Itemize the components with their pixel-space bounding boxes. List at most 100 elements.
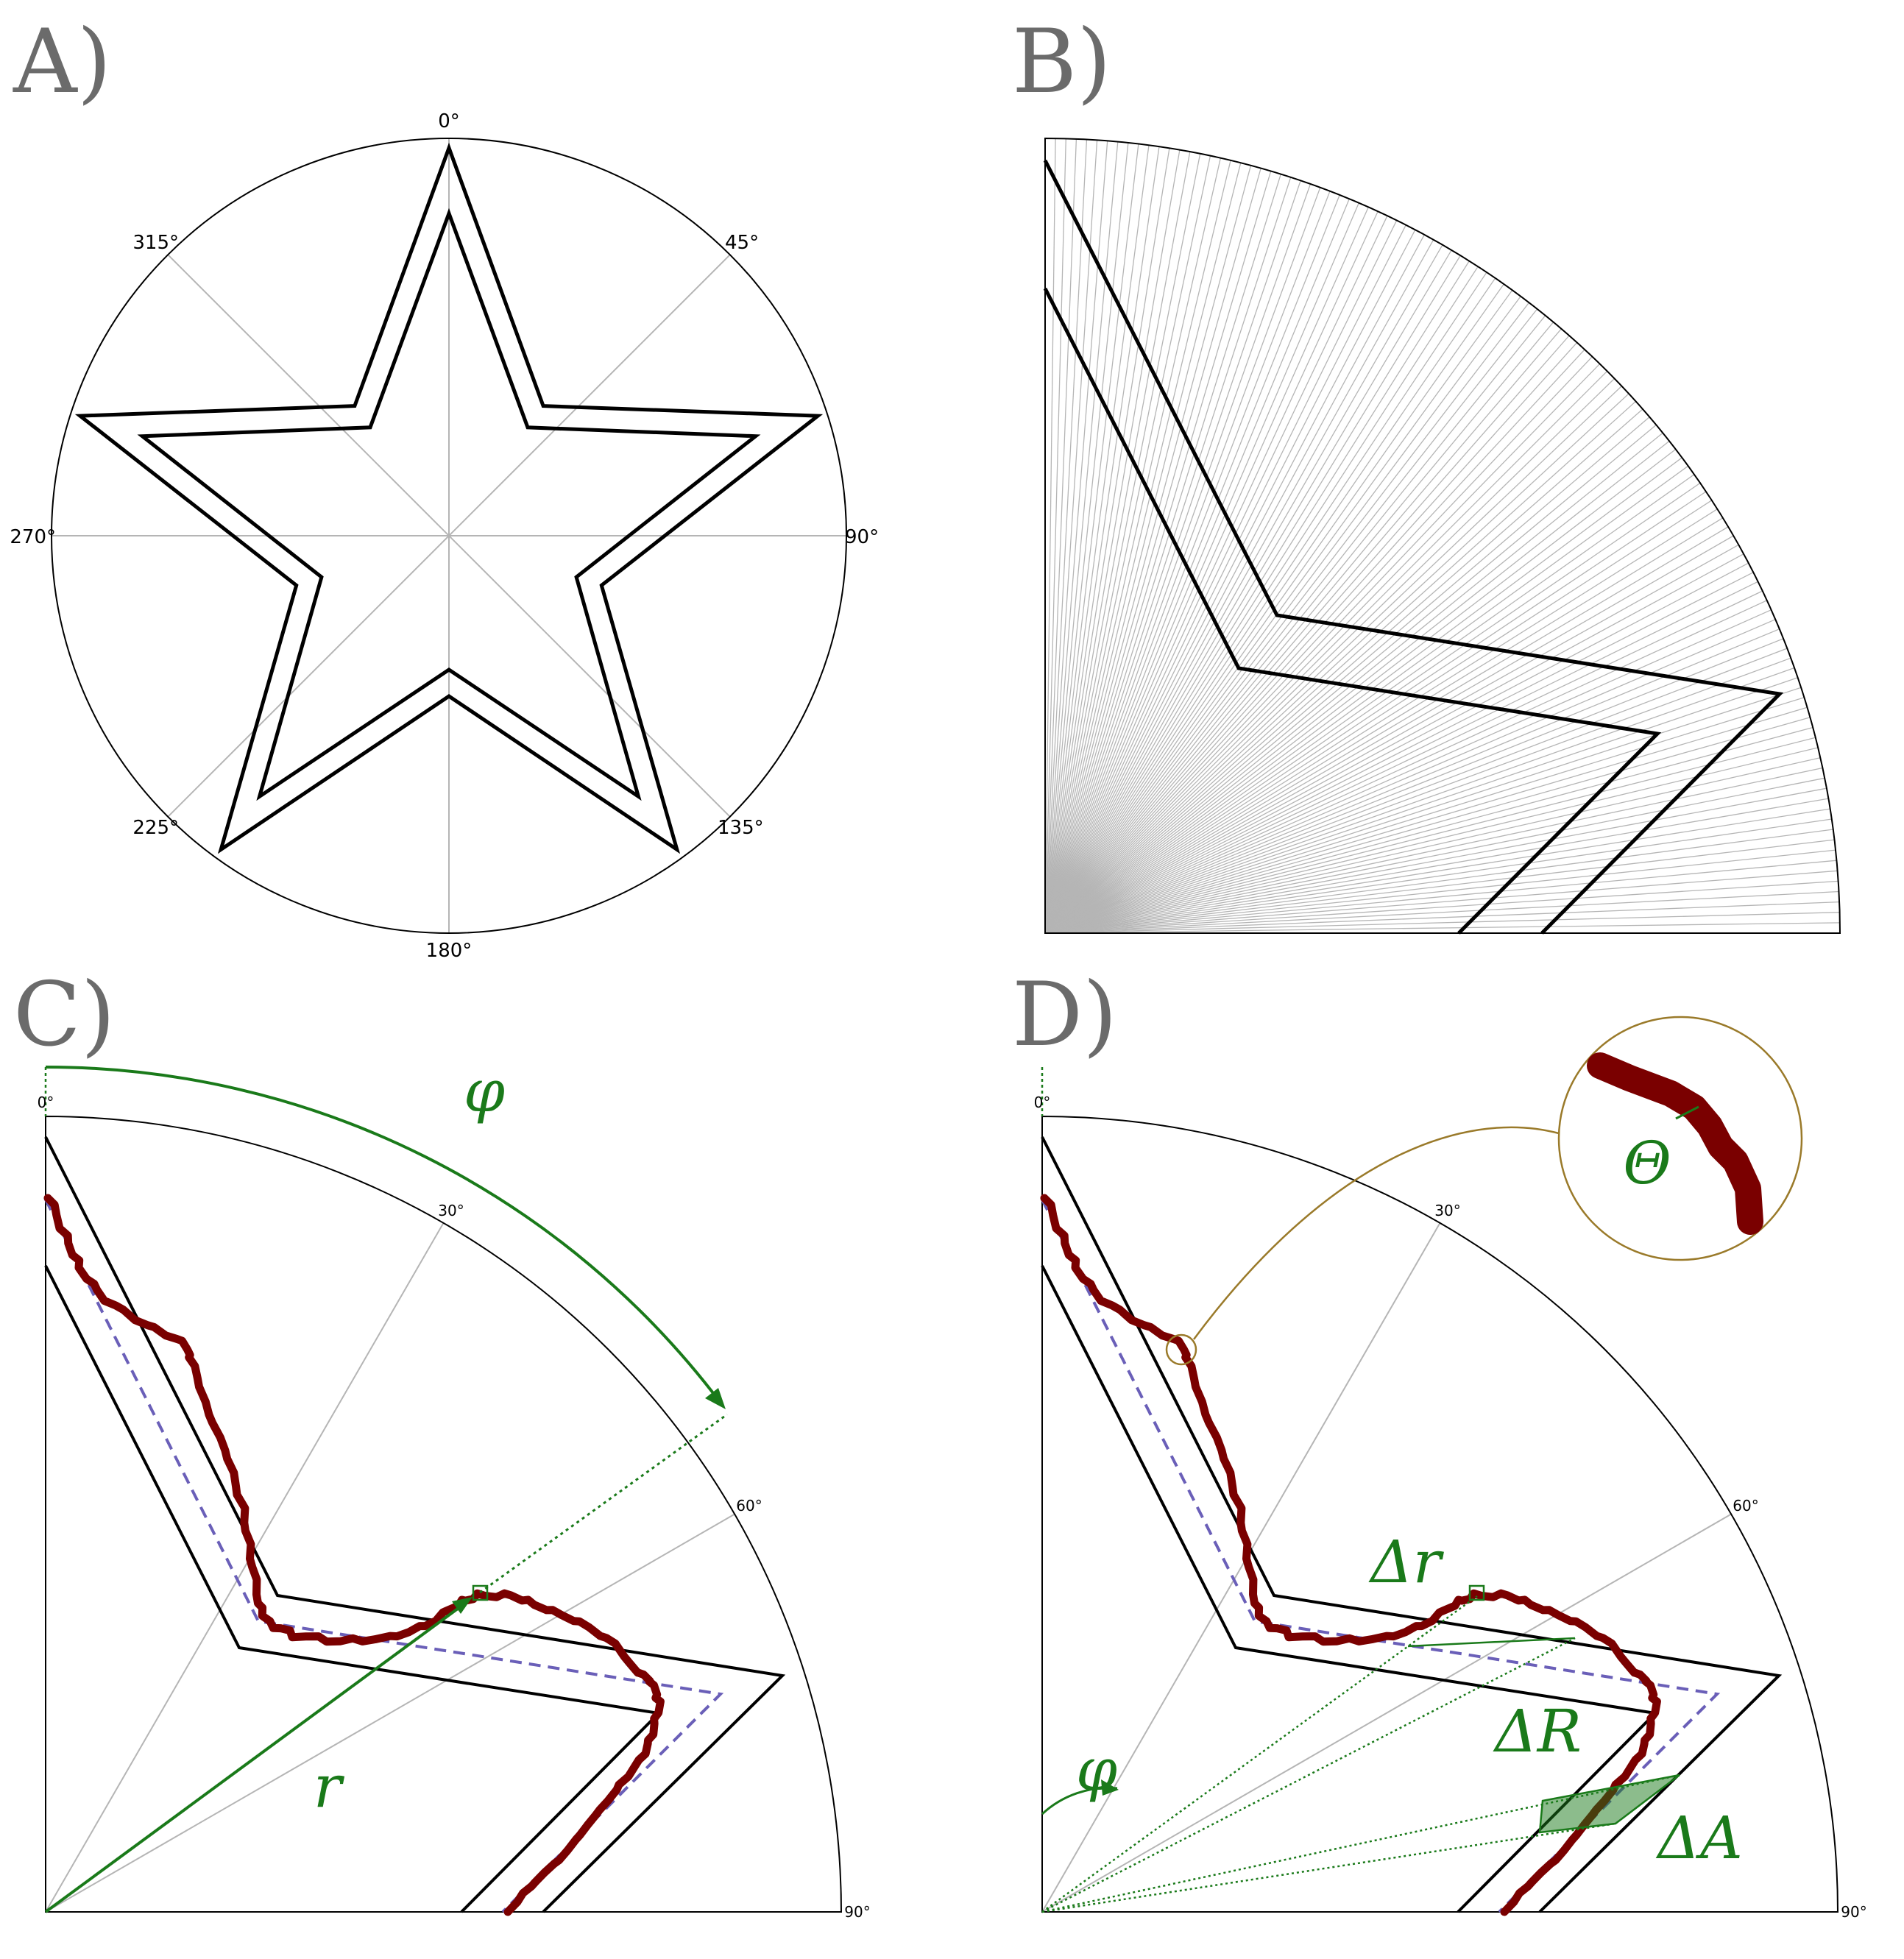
panel-b-radial-line (1044, 581, 1758, 934)
panel-b-radial-line (1044, 174, 1281, 934)
panel-b-radial-line (1044, 767, 1823, 934)
panel-a-tick-270: 270° (10, 526, 56, 548)
panel-b-radial-line (1044, 145, 1150, 934)
panel-b-radial-line (1044, 870, 1838, 934)
panel-d-delta-big-r-label: ΔR (1493, 1697, 1582, 1765)
panel-b-radial-line (1044, 308, 1538, 934)
panel-d: D) Θ Δr ΔR ΔA φ 0° 30° 60° 90° (1012, 964, 1867, 1921)
panel-b-radial-line (1044, 787, 1827, 934)
panel-b-radial-line (1044, 378, 1615, 934)
panel-b-radial-line (1044, 526, 1729, 934)
panel-a: A) 0° 45° 90° 135° 180° 225° 270° 315° (10, 11, 879, 962)
panel-b-radial-line (1044, 322, 1554, 934)
panel-b-radial-line (1044, 157, 1222, 934)
panel-b-radial-line (1044, 890, 1839, 934)
panel-c-phi-label: φ (464, 1057, 505, 1125)
panel-a-gridlines (52, 138, 846, 933)
panel-b-radial-line (1044, 210, 1379, 934)
panel-b-radial-line (1044, 726, 1813, 934)
panel-b-radial-line (1044, 808, 1830, 934)
panel-c-phi-arc (45, 1065, 724, 1407)
panel-a-boundary-circle (51, 138, 847, 934)
panel-b-radial-line (1044, 717, 1811, 934)
panel-b-radial-lines (1044, 138, 1840, 934)
panel-d-tick-30: 30° (1434, 1202, 1460, 1219)
panel-b-radial-line (1044, 474, 1695, 934)
panel-b-radial-line (1044, 153, 1201, 934)
panel-b-radial-line (1044, 500, 1713, 934)
panel-b-radial-line (1044, 677, 1798, 934)
panel-d-tick-90: 90° (1841, 1903, 1866, 1921)
panel-d-zoomed-curve (1587, 1052, 1763, 1235)
panel-b-radial-line (1044, 165, 1252, 934)
panel-d-theta-label: Θ (1623, 1129, 1671, 1197)
panel-b-radial-line (1044, 491, 1707, 934)
panel-b-radial-line (1044, 619, 1776, 934)
panel-b-radial-line (1044, 207, 1369, 934)
panel-d-ray-to-edge (1041, 1637, 1576, 1913)
panel-b-radial-line (1044, 901, 1840, 934)
panel-b-radial-line (1044, 234, 1425, 934)
panel-b-radial-line (1044, 432, 1663, 934)
panel-d-ray-area-top (1041, 1774, 1680, 1913)
panel-b-radial-line (1044, 912, 1840, 934)
panel-a-inner-star (137, 208, 761, 801)
panel-c-r-label: r (314, 1752, 345, 1821)
panel-c-inner-edge (44, 1265, 662, 1913)
panel-b-radial-line (1044, 335, 1570, 934)
panel-a-tick-0: 0° (438, 110, 460, 132)
panel-b-radial-line (1044, 328, 1562, 934)
panel-b-radial-line (1044, 922, 1840, 934)
panel-c-mean-path (44, 1199, 724, 1913)
panel-b-radial-line (1044, 202, 1359, 934)
panel-b-radial-line (1044, 194, 1340, 934)
panel-b-radial-line (1044, 155, 1211, 934)
panel-b-radial-line (1044, 667, 1795, 934)
panel-b-radial-line (1044, 747, 1819, 934)
panel-b-radial-line (1044, 163, 1242, 934)
panel-b-radial-line (1044, 261, 1470, 934)
panel-b: B) (1012, 11, 1841, 935)
panel-b-radial-line (1044, 777, 1825, 934)
panel-c-gridline-60 (45, 1513, 736, 1913)
panel-b-radial-line (1044, 829, 1833, 934)
panel-b-radial-line (1044, 160, 1231, 934)
panel-b-radial-line (1044, 168, 1261, 934)
panel-b-radial-line (1044, 191, 1331, 934)
panel-b-radial-line (1044, 737, 1816, 934)
panel-b-radial-line (1044, 697, 1805, 934)
panel-b-radial-line (1044, 266, 1479, 934)
panel-b-radial-line (1044, 138, 1077, 934)
panel-b-radial-line (1044, 839, 1835, 934)
panel-b-radial-line (1044, 341, 1578, 934)
panel-d-measured-curve (1040, 1194, 1661, 1916)
panel-a-tick-45: 45° (725, 232, 759, 254)
panel-c-measured-curve (43, 1194, 665, 1916)
panel-b-radial-line (1044, 386, 1622, 934)
panel-d-delta-r-segment (1407, 1637, 1576, 1648)
panel-d-zoom-source-circle (1165, 1333, 1197, 1366)
panel-b-radial-line (1044, 370, 1608, 934)
panel-b-radial-line (1044, 140, 1098, 934)
panel-b-radial-line (1044, 215, 1388, 934)
panel-c-gridline-30 (45, 1222, 445, 1913)
panel-b-radial-line (1044, 757, 1821, 934)
panel-b-radial-line (1044, 272, 1487, 934)
panel-c: C) φ r 0° 30° 60° 90° (13, 964, 871, 1921)
panel-b-radial-line (1044, 177, 1292, 934)
panel-d-phi-label: φ (1076, 1735, 1117, 1804)
panel-b-radial-line (1044, 138, 1056, 934)
panel-b-radial-line (1044, 517, 1724, 934)
panel-b-radial-line (1044, 424, 1657, 934)
panel-b-radial-line (1044, 482, 1701, 934)
panel-a-gridline (167, 254, 731, 818)
panel-d-ray-area-bottom (1041, 1822, 1616, 1913)
panel-b-radial-line (1044, 706, 1808, 934)
panel-b-radial-line (1044, 648, 1788, 934)
panel-a-tick-180: 180° (426, 940, 473, 962)
panel-b-radial-line (1044, 609, 1772, 934)
panel-c-label: C) (13, 964, 116, 1066)
panel-b-radial-line (1044, 349, 1585, 934)
panel-d-area-element (1538, 1774, 1680, 1834)
panel-d-theta-indicator (1675, 1105, 1699, 1120)
